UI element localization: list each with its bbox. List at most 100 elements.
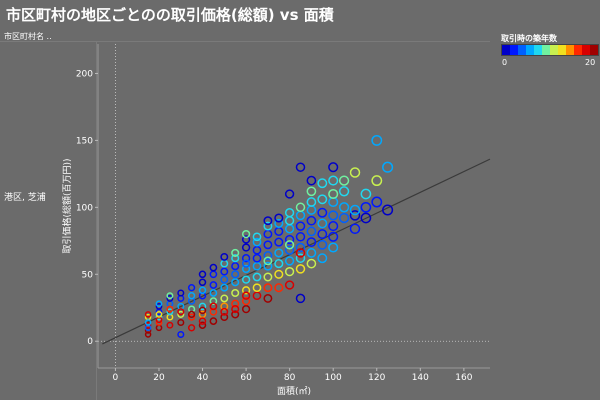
data-point [155, 324, 163, 332]
data-point [317, 218, 328, 229]
data-point [220, 294, 229, 303]
data-point [328, 210, 339, 221]
data-point [317, 178, 328, 189]
data-point [382, 204, 394, 216]
data-point [263, 272, 273, 282]
data-point [252, 291, 262, 301]
y-tick-label: 200 [76, 69, 93, 79]
data-point [177, 310, 185, 318]
data-point [231, 248, 240, 257]
legend-title: 取引時の築年数 [501, 34, 557, 43]
data-point [198, 306, 207, 315]
data-point [220, 267, 229, 276]
data-point [349, 204, 361, 216]
legend-swatch-7 [558, 45, 566, 55]
data-point [284, 224, 295, 234]
data-point [144, 321, 152, 329]
data-point [231, 270, 240, 279]
data-point [177, 330, 185, 339]
data-point [360, 201, 372, 213]
x-tick-label: 100 [325, 373, 342, 383]
data-point [263, 256, 273, 266]
data-point [338, 212, 350, 224]
data-point [209, 302, 218, 311]
data-point [295, 221, 306, 231]
legend-swatch-5 [542, 45, 550, 55]
data-point [274, 269, 284, 279]
data-point [263, 221, 273, 231]
data-point [252, 232, 262, 242]
y-axis-title: 取引価格(総額(百万円)) [61, 158, 73, 253]
data-point [241, 243, 251, 252]
legend-min-label: 0 [502, 58, 508, 67]
data-point [295, 202, 306, 213]
data-point [209, 263, 218, 272]
data-point [187, 292, 196, 300]
color-legend-bar[interactable] [501, 44, 599, 56]
data-point [241, 235, 251, 244]
data-point [241, 286, 251, 295]
data-point [252, 245, 262, 255]
legend-swatch-0 [502, 45, 510, 55]
data-point [252, 261, 262, 271]
data-point [144, 319, 152, 326]
row-header-label[interactable]: 市区町村名 .. [4, 32, 52, 41]
data-point [166, 308, 174, 316]
data-point [360, 212, 372, 224]
data-point [306, 237, 317, 247]
data-point [295, 210, 306, 221]
data-point [209, 297, 218, 305]
data-point [198, 278, 207, 287]
data-point [328, 242, 339, 253]
data-point [144, 311, 152, 318]
row-label: 港区, 芝浦 [4, 193, 46, 203]
data-point [349, 210, 361, 221]
data-point [295, 293, 306, 304]
data-point [274, 248, 284, 258]
data-point [274, 259, 284, 269]
data-point [284, 245, 295, 255]
data-point [328, 162, 339, 173]
legend-max-label: 20 [585, 58, 596, 67]
x-axis-title: 面積(㎡) [277, 385, 311, 397]
data-point [306, 186, 317, 197]
legend-swatch-2 [518, 45, 526, 55]
data-point [209, 270, 218, 279]
data-point [198, 286, 207, 295]
data-point [241, 291, 251, 300]
data-point [187, 310, 196, 319]
data-point [220, 259, 229, 268]
data-point [198, 302, 207, 311]
data-point [187, 313, 196, 321]
data-point [241, 304, 251, 314]
data-point [263, 229, 273, 239]
data-point [144, 331, 152, 338]
data-point [220, 307, 229, 316]
data-point [177, 318, 185, 327]
data-point [328, 188, 339, 200]
data-point [306, 197, 317, 207]
data-point [198, 321, 207, 329]
data-point [349, 223, 361, 235]
x-tick-label: 140 [412, 373, 429, 383]
data-point [274, 218, 284, 228]
data-point [284, 216, 295, 226]
data-point [252, 272, 262, 282]
data-point [263, 240, 273, 250]
data-point [371, 196, 383, 208]
x-tick-label: 160 [455, 373, 472, 383]
data-point [328, 231, 339, 242]
data-point [220, 313, 229, 322]
data-point [295, 253, 306, 263]
data-point [252, 237, 262, 247]
data-point [274, 283, 284, 293]
data-point [209, 281, 218, 289]
data-point [155, 303, 163, 310]
data-point [328, 175, 339, 186]
x-tick-label: 20 [153, 373, 165, 383]
data-point [284, 266, 295, 277]
data-point [187, 284, 196, 292]
data-point [274, 237, 284, 247]
data-point [295, 242, 306, 253]
